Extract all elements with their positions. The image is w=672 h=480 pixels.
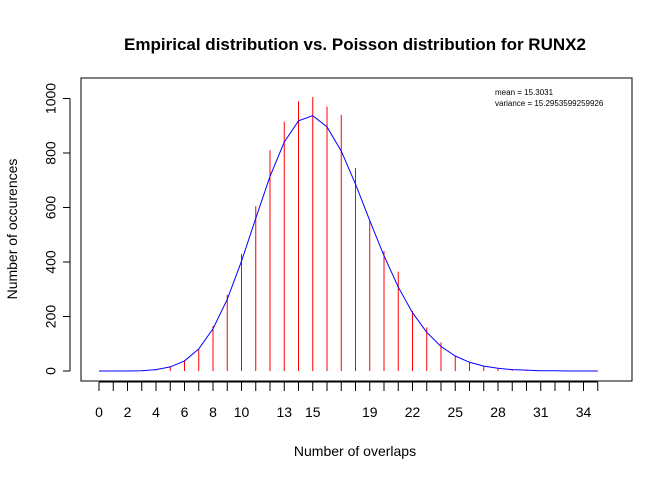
x-tick-label: 4 bbox=[152, 404, 160, 420]
x-tick-label: 22 bbox=[405, 404, 421, 420]
y-tick-label: 600 bbox=[43, 196, 59, 220]
x-axis-label: Number of overlaps bbox=[294, 443, 416, 459]
chart-title: Empirical distribution vs. Poisson distr… bbox=[124, 35, 586, 54]
y-tick-label: 400 bbox=[43, 250, 59, 274]
x-tick-label: 0 bbox=[95, 404, 103, 420]
y-tick-label: 0 bbox=[43, 367, 59, 375]
x-tick-label: 34 bbox=[576, 404, 592, 420]
y-axis: 0 200 400 600 800 1000 bbox=[43, 83, 71, 375]
x-tick-label: 8 bbox=[209, 404, 217, 420]
poisson-curve bbox=[99, 115, 598, 372]
poisson-line bbox=[99, 115, 598, 372]
x-tick-label: 25 bbox=[447, 404, 463, 420]
x-tick-label: 19 bbox=[362, 404, 378, 420]
x-tick-label: 10 bbox=[234, 404, 250, 420]
y-tick-label: 200 bbox=[43, 305, 59, 329]
x-tick-label: 2 bbox=[124, 404, 132, 420]
x-axis: 0 2 4 6 8 10 13 15 19 22 25 28 31 34 bbox=[95, 381, 599, 420]
plot-frame bbox=[80, 77, 633, 382]
x-tick-label: 13 bbox=[276, 404, 292, 420]
empirical-bars bbox=[155, 97, 570, 371]
y-tick-label: 800 bbox=[43, 141, 59, 165]
x-tick-label: 28 bbox=[490, 404, 506, 420]
y-tick-label: 1000 bbox=[43, 83, 59, 114]
x-tick-label: 6 bbox=[181, 404, 189, 420]
y-axis-label: Number of occurences bbox=[4, 159, 20, 300]
mean-annotation: mean = 15.3031 bbox=[495, 88, 554, 97]
variance-annotation: variance = 15.2953599259926 bbox=[495, 99, 604, 108]
x-tick-label: 15 bbox=[305, 404, 321, 420]
x-tick-label: 31 bbox=[533, 404, 549, 420]
